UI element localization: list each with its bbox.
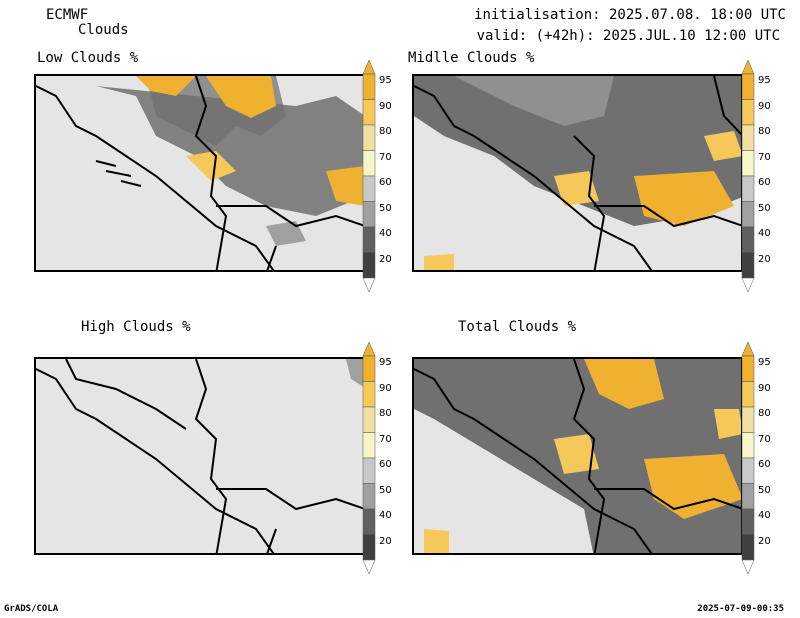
colorbar-label: 95 <box>379 357 392 368</box>
colorbar-segment <box>741 355 755 382</box>
total-clouds-field <box>414 359 741 553</box>
colorbar-bottom-arrow <box>741 559 755 574</box>
map-middle-clouds <box>412 74 743 272</box>
panel-title-middle: Midlle Clouds % <box>408 50 535 66</box>
colorbar-segment <box>362 483 376 510</box>
colorbar-label: 50 <box>758 202 771 214</box>
panel-title-total: Total Clouds % <box>458 319 577 335</box>
colorbar-segment <box>741 432 755 459</box>
colorbar-top-arrow <box>362 60 376 75</box>
colorbar-label: 80 <box>758 126 771 137</box>
colorbar-segment <box>362 226 376 253</box>
colorbar-label: 90 <box>379 100 392 112</box>
colorbar-segment <box>741 508 755 535</box>
colorbar-high <box>362 342 376 574</box>
colorbar-top-arrow <box>741 60 755 75</box>
colorbar-label: 60 <box>758 177 771 188</box>
colorbar-label: 80 <box>379 126 392 137</box>
colorbar-label: 90 <box>758 382 771 394</box>
panel-title-low: Low Clouds % <box>37 50 139 66</box>
colorbar-segment <box>362 201 376 228</box>
colorbar-label: 20 <box>758 535 771 547</box>
model-name: ECMWF <box>46 7 89 23</box>
colorbar-total <box>741 342 755 574</box>
colorbar-segment <box>741 150 755 177</box>
colorbar-label: 70 <box>758 151 771 163</box>
colorbar-segment <box>362 150 376 177</box>
colorbar-segment <box>741 406 755 433</box>
colorbar-label: 60 <box>379 459 392 470</box>
colorbar-label: 90 <box>379 382 392 394</box>
panel-title-high: High Clouds % <box>81 319 191 335</box>
middle-clouds-field <box>414 76 741 270</box>
colorbar-top-arrow <box>362 342 376 357</box>
map-low-clouds <box>34 74 365 272</box>
colorbar-segment <box>741 175 755 202</box>
colorbar-label: 95 <box>758 357 771 368</box>
colorbar-segment <box>741 534 755 561</box>
init-time: initialisation: 2025.07.08. 18:00 UTC <box>474 7 786 23</box>
footer-right: 2025-07-09-00:35 <box>697 604 784 614</box>
valid-time: valid: (+42h): 2025.JUL.10 12:00 UTC <box>476 28 780 44</box>
map-total-clouds <box>412 357 743 555</box>
high-clouds-field <box>36 359 363 553</box>
colorbar-label: 60 <box>379 177 392 188</box>
colorbar-label: 70 <box>379 433 392 445</box>
colorbar-segment <box>362 175 376 202</box>
colorbar-label: 90 <box>758 100 771 112</box>
colorbar-segment <box>362 508 376 535</box>
colorbar-segment <box>362 355 376 382</box>
footer-left: GrADS/COLA <box>4 604 59 614</box>
colorbar-label: 70 <box>758 433 771 445</box>
colorbar-segment <box>741 483 755 510</box>
colorbar-label: 40 <box>379 228 392 239</box>
field-name: Clouds <box>78 22 129 38</box>
colorbar-label: 40 <box>758 510 771 521</box>
colorbar-label: 80 <box>379 408 392 419</box>
colorbar-label: 60 <box>758 459 771 470</box>
colorbar-segment <box>362 534 376 561</box>
colorbar-segment <box>362 99 376 126</box>
low-clouds-field <box>36 76 363 270</box>
colorbar-segment <box>741 457 755 484</box>
colorbar-bottom-arrow <box>741 277 755 292</box>
colorbar-segment <box>741 381 755 408</box>
colorbar-segment <box>741 226 755 253</box>
colorbar-segment <box>362 406 376 433</box>
colorbar-label: 40 <box>379 510 392 521</box>
colorbar-bottom-arrow <box>362 277 376 292</box>
colorbar-segment <box>741 201 755 228</box>
colorbar-label: 80 <box>758 408 771 419</box>
colorbar-segment <box>362 432 376 459</box>
colorbar-segment <box>362 73 376 100</box>
colorbar-middle <box>741 60 755 292</box>
colorbar-top-arrow <box>741 342 755 357</box>
map-high-clouds <box>34 357 365 555</box>
colorbar-segment <box>362 124 376 151</box>
colorbar-segment <box>362 252 376 279</box>
colorbar-label: 50 <box>379 202 392 214</box>
colorbar-segment <box>362 457 376 484</box>
colorbar-label: 20 <box>758 253 771 265</box>
colorbar-label: 70 <box>379 151 392 163</box>
colorbar-label: 50 <box>379 484 392 496</box>
colorbar-segment <box>741 99 755 126</box>
colorbar-label: 95 <box>758 75 771 86</box>
colorbar-label: 95 <box>379 75 392 86</box>
colorbar-label: 20 <box>379 253 392 265</box>
colorbar-bottom-arrow <box>362 559 376 574</box>
colorbar-label: 50 <box>758 484 771 496</box>
colorbar-label: 40 <box>758 228 771 239</box>
colorbar-segment <box>362 381 376 408</box>
colorbar-segment <box>741 73 755 100</box>
colorbar-segment <box>741 124 755 151</box>
colorbar-label: 20 <box>379 535 392 547</box>
colorbar-segment <box>741 252 755 279</box>
colorbar-low <box>362 60 376 292</box>
